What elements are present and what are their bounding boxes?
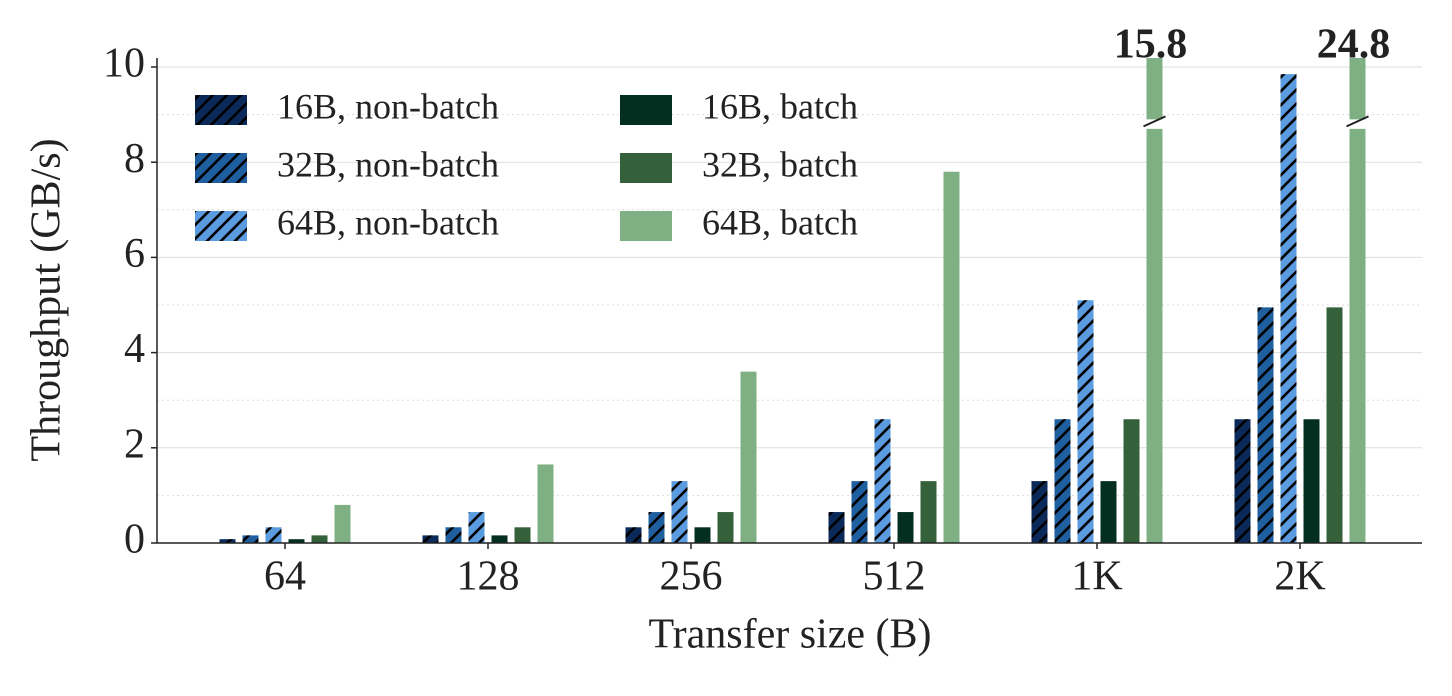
- bar-hatch: [265, 527, 282, 543]
- bar: [1123, 419, 1140, 543]
- bar-hatch: [1257, 307, 1274, 543]
- bar: [1326, 307, 1343, 543]
- bar: [514, 527, 531, 543]
- bar-break: [1346, 115, 1369, 128]
- y-tick-label: 6: [124, 231, 145, 277]
- x-tick-label: 128: [457, 554, 520, 600]
- x-tick-label: 512: [863, 554, 926, 600]
- bar-hatch: [1234, 419, 1251, 543]
- legend-swatch: [620, 153, 672, 183]
- bar-hatch: [851, 481, 868, 543]
- bar-lower: [1146, 128, 1163, 543]
- bar-lower: [1349, 128, 1366, 543]
- y-axis-label: Throughput (GB/s): [24, 138, 70, 461]
- bar-hatch: [671, 481, 688, 543]
- x-axis-label: Transfer size (B): [648, 612, 931, 658]
- bar-hatch: [874, 419, 891, 543]
- bar: [1303, 419, 1320, 543]
- legend-label: 64B, non-batch: [277, 202, 499, 242]
- y-tick-label: 2: [124, 421, 145, 467]
- y-tick-label: 10: [103, 41, 145, 87]
- bar: [311, 535, 328, 543]
- value-label: 24.8: [1317, 22, 1391, 68]
- legend-swatch: [620, 95, 672, 125]
- bar-hatch: [468, 512, 485, 543]
- bar-hatch: [1054, 419, 1071, 543]
- bar-hatch: [219, 539, 236, 543]
- x-tick-label: 2K: [1274, 554, 1325, 600]
- bar-upper: [1146, 58, 1163, 120]
- x-tick-label: 256: [660, 554, 723, 600]
- legend-label: 16B, batch: [702, 86, 858, 126]
- legend-hatch: [195, 153, 247, 183]
- bar-hatch: [445, 527, 462, 543]
- y-tick-label: 0: [124, 517, 145, 563]
- bar-hatch: [1280, 74, 1297, 543]
- y-tick-label: 4: [124, 326, 145, 372]
- bar: [740, 371, 757, 543]
- x-tick-label: 1K: [1071, 554, 1122, 600]
- bar-upper: [1349, 58, 1366, 120]
- legend-hatch: [195, 211, 247, 241]
- legend-label: 32B, non-batch: [277, 144, 499, 184]
- bar-hatch: [422, 535, 439, 543]
- legend-swatch: [620, 211, 672, 241]
- bar: [537, 464, 554, 543]
- legend-hatch: [195, 95, 247, 125]
- bar: [897, 512, 914, 543]
- bar-hatch: [828, 512, 845, 543]
- x-tick-label: 64: [264, 554, 306, 600]
- bar-hatch: [1077, 300, 1094, 543]
- bar-hatch: [625, 527, 642, 543]
- y-tick-label: 8: [124, 136, 145, 182]
- bar-hatch: [648, 512, 665, 543]
- bar: [694, 527, 711, 543]
- legend-label: 32B, batch: [702, 144, 858, 184]
- bar: [943, 171, 960, 543]
- bar: [288, 539, 305, 543]
- bar: [491, 535, 508, 543]
- bar-break: [1143, 115, 1166, 128]
- bar: [717, 512, 734, 543]
- legend-label: 64B, batch: [702, 202, 858, 242]
- legend-label: 16B, non-batch: [277, 86, 499, 126]
- value-label: 15.8: [1114, 22, 1188, 68]
- bar-hatch: [242, 535, 259, 543]
- bar-hatch: [1031, 481, 1048, 543]
- bar: [334, 504, 351, 543]
- bar: [920, 481, 937, 543]
- bar: [1100, 481, 1117, 543]
